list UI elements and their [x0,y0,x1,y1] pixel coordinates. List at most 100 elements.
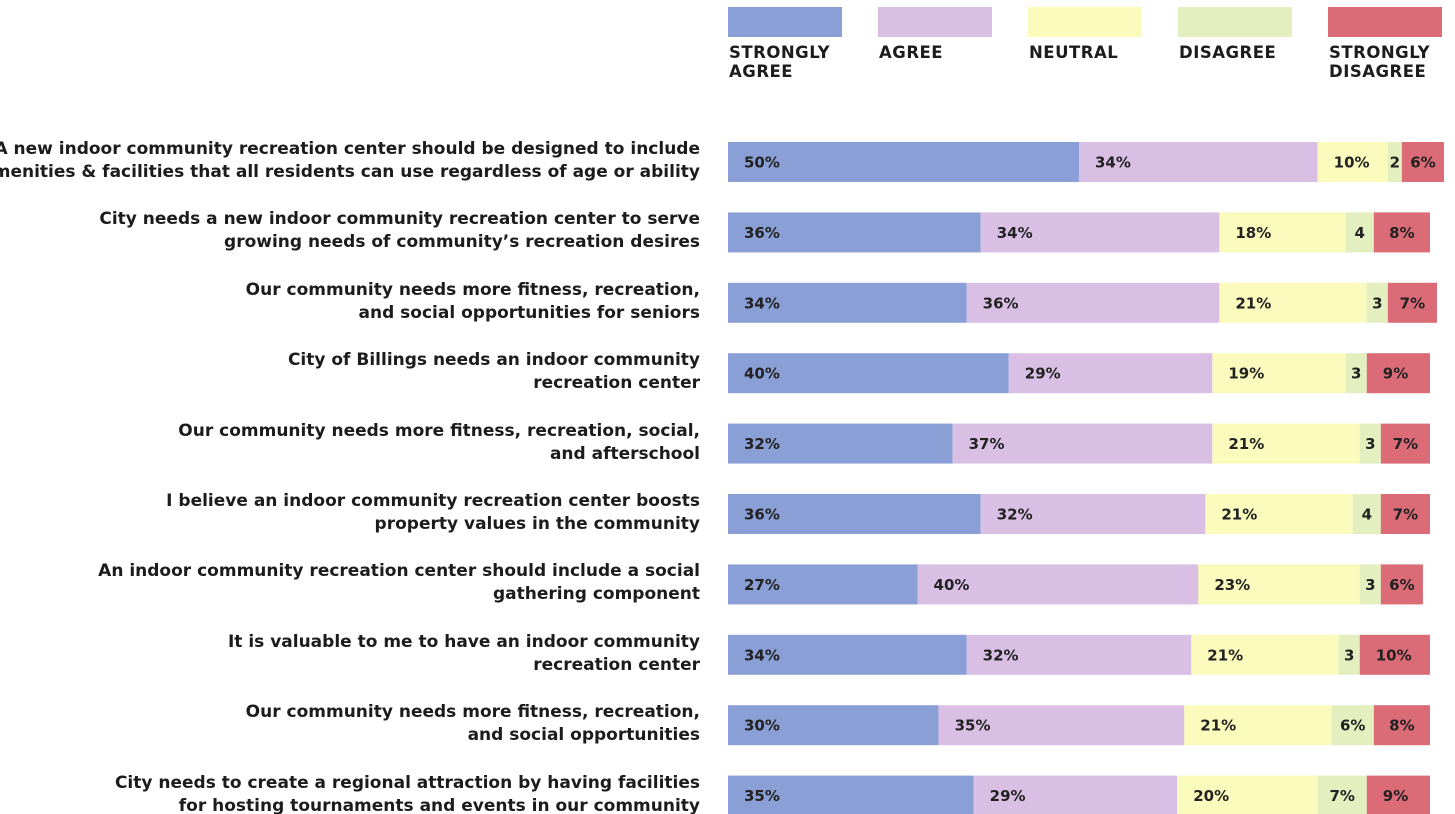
bar-segment [1380,564,1423,605]
bar-segment [1366,353,1430,394]
bar-segment [1212,353,1346,394]
value-label: 3 [1365,435,1375,453]
value-label: 3 [1344,646,1354,664]
value-label: 20% [1193,787,1229,805]
bar-segment [728,423,953,464]
bar-segment [1212,423,1360,464]
value-label: 34% [744,294,780,312]
value-label: 3 [1372,294,1382,312]
value-label: 36% [744,224,780,242]
bar-segment [1331,705,1374,746]
bar-segment [1345,212,1374,253]
value-label: 3 [1365,576,1375,594]
value-label: 7% [1393,435,1418,453]
legend-swatch [1328,7,1442,37]
bar-segment [1008,353,1213,394]
bar-segment [1366,775,1430,814]
value-label: 27% [744,576,780,594]
legend-label: AGREE [879,43,944,62]
bar-segment [1219,282,1367,323]
value-label: 8% [1389,717,1414,735]
bar-segment [1373,705,1430,746]
value-label: 40% [934,576,970,594]
category-label: I believe an indoor community recreation… [166,491,700,534]
value-label: 10% [1334,154,1370,172]
category-label: City needs to create a regional attracti… [114,772,700,814]
legend-label: DISAGREE [1179,43,1277,62]
bar-segment [980,212,1220,253]
category-label: Our community needs more fitness, recrea… [245,279,700,323]
bar-segment [728,212,981,253]
category-label: Our community needs more fitness, recrea… [245,702,700,746]
value-label: 10% [1376,646,1412,664]
legend-swatch [728,7,842,37]
category-label: It is valuable to me to have an indoor c… [227,631,700,675]
value-label: 21% [1228,435,1264,453]
value-label: 34% [744,646,780,664]
bar-segment [1184,705,1332,746]
value-label: 7% [1329,787,1354,805]
value-label: 7% [1400,294,1425,312]
category-label: City of Billings needs an indoor communi… [287,350,700,394]
value-label: 35% [955,717,991,735]
value-label: 29% [990,787,1026,805]
value-label: 6% [1410,154,1435,172]
category-label: A new indoor community recreation center… [0,139,700,182]
bar-segment [1345,353,1367,394]
value-label: 6% [1340,717,1365,735]
value-label: 19% [1228,365,1264,383]
value-label: 36% [983,294,1019,312]
value-label: 37% [969,435,1005,453]
value-label: 9% [1383,365,1408,383]
value-label: 3 [1351,365,1361,383]
value-label: 7% [1393,506,1418,524]
value-label: 21% [1207,646,1243,664]
value-label: 4 [1362,506,1372,524]
value-label: 21% [1221,506,1257,524]
bar-segment [728,634,967,675]
value-label: 32% [997,506,1033,524]
bar-segment [1338,634,1360,675]
value-label: 40% [744,365,780,383]
bar-segment [728,775,974,814]
bar-segment [1078,142,1318,182]
category-label: City needs a new indoor community recrea… [99,209,700,253]
legend-label: NEUTRAL [1029,43,1119,62]
bar-segment [1352,494,1381,534]
bar-segment [1366,282,1388,323]
value-label: 8% [1389,224,1414,242]
value-label: 23% [1214,576,1250,594]
bar-segment [728,564,918,605]
value-label: 36% [744,506,780,524]
value-label: 4 [1355,224,1365,242]
bar-segment [1359,634,1430,675]
value-label: 30% [744,717,780,735]
bar-segment [1198,564,1360,605]
bar-segment [1380,423,1430,464]
bar-segment [728,494,981,534]
legend-label: STRONGLY AGREE [729,43,831,81]
bar-segment [1205,494,1353,534]
bar-segment [1359,423,1381,464]
bar-segment [728,142,1079,182]
bar-segment [728,282,967,323]
value-label: 2 [1390,154,1400,172]
bar-segment [1387,282,1437,323]
value-label: 21% [1200,717,1236,735]
bar-segment [728,705,939,746]
bar-segment [1373,212,1430,253]
legend-swatch [1028,7,1142,37]
bar-segment [1380,494,1430,534]
value-label: 34% [1095,154,1131,172]
bar-segment [973,775,1178,814]
bar-segment [1387,142,1402,182]
bar-segment [966,634,1192,675]
bar-segment [1317,142,1388,182]
bar-segment [728,353,1009,394]
value-label: 6% [1389,576,1414,594]
category-label: Our community needs more fitness, recrea… [178,420,700,464]
bar-segment [938,705,1185,746]
legend-swatch [1178,7,1292,37]
